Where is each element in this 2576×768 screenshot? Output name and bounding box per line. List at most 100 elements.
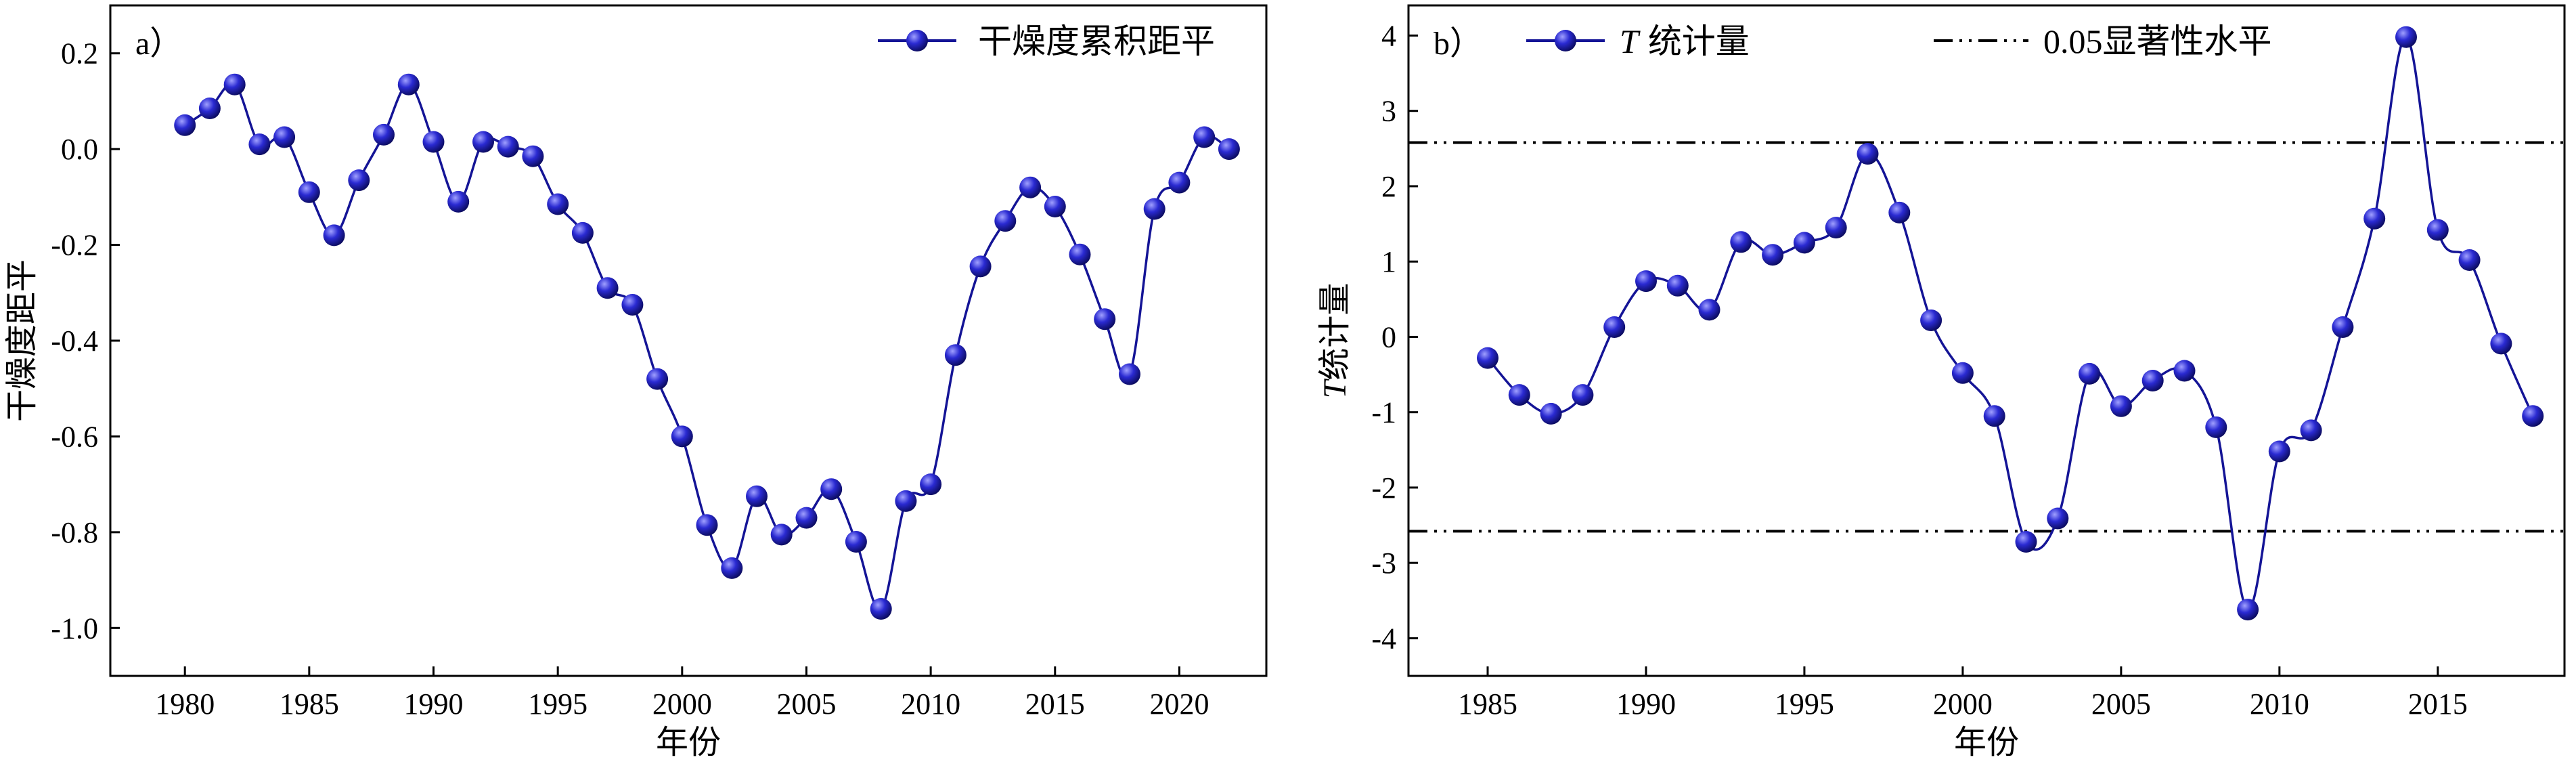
data-point-a <box>1193 126 1216 148</box>
y-tick-label-b: -4 <box>1371 622 1396 655</box>
chart-panel-a: 1980 1985 1990 1995 2000 2005 2010 2015 2020 0.2 0… <box>4 4 1268 761</box>
data-point-a <box>895 490 917 512</box>
data-point-b <box>1762 244 1784 266</box>
y-axis-title-b-rest: 统计量 <box>1317 283 1353 381</box>
x-tick-label-a: 2000 <box>652 687 712 721</box>
data-point-b <box>1635 270 1657 293</box>
x-tick-label-b: 1995 <box>1775 687 1834 721</box>
data-point-a <box>522 145 544 167</box>
data-point-b <box>2332 316 2354 338</box>
data-point-b <box>2458 249 2481 271</box>
y-tick-label-a: -0.4 <box>51 324 98 358</box>
data-point-b <box>1477 347 1498 369</box>
data-point-b <box>1666 274 1689 297</box>
legend-b-label-t-italic: T <box>1620 22 1641 60</box>
data-point-b <box>2173 360 2196 382</box>
data-point-a <box>696 514 718 536</box>
legend-b-label-sig: 0.05显著性水平 <box>2043 22 2272 60</box>
plot-frame-b <box>1407 4 2566 677</box>
y-tick-label-a: 0.2 <box>61 37 98 70</box>
data-point-a <box>547 193 569 215</box>
data-point-a <box>920 473 942 496</box>
data-point-b <box>2205 416 2227 438</box>
data-point-a <box>447 190 470 213</box>
data-point-a <box>198 98 221 119</box>
significance-lines <box>1408 141 2564 533</box>
data-point-b <box>1572 384 1594 406</box>
data-point-a <box>770 524 793 546</box>
data-point-a <box>248 133 271 156</box>
data-point-a <box>373 123 395 146</box>
y-axis-title-b-italic: T <box>1317 378 1353 398</box>
panel-tag-b: b） <box>1434 26 1482 62</box>
data-point-a <box>1094 308 1116 330</box>
panel-tag-a: a） <box>135 26 182 62</box>
data-point-a <box>845 531 867 553</box>
data-point-b <box>2015 531 2037 553</box>
x-tick-label-b: 2010 <box>2250 687 2309 721</box>
chart-panel-b: 1985 1990 1995 2000 2005 2010 2015 4 3 2 1 0 -1 -2 -3 -… <box>1317 4 2566 761</box>
x-axis-title-b: 年份 <box>1954 725 2019 761</box>
data-point-a <box>273 126 296 148</box>
data-point-a <box>870 598 892 620</box>
data-point-b <box>2110 395 2132 417</box>
x-tick-label-a: 2020 <box>1149 687 1209 721</box>
axes-b: 1985 1990 1995 2000 2005 2010 2015 4 3 2 1 0 -1 -2 -3 -… <box>1371 19 2467 721</box>
x-axis-title-a: 年份 <box>656 725 721 761</box>
data-point-a <box>721 557 743 579</box>
legend-b: T 统计量 0.05显著性水平 <box>1526 22 2272 60</box>
legend-b-label-t: T 统计量 <box>1620 22 1750 60</box>
x-tick-label-a: 1995 <box>528 687 587 721</box>
y-tick-label-b: 1 <box>1381 245 1396 278</box>
data-point-b <box>2426 219 2449 241</box>
y-tick-label-a: -0.8 <box>51 516 98 549</box>
series-a <box>174 73 1240 620</box>
x-tick-label-b: 2000 <box>1933 687 1993 721</box>
data-point-a <box>596 277 619 299</box>
data-point-a <box>497 135 519 158</box>
data-point-a <box>422 131 445 153</box>
data-point-b <box>2268 440 2290 463</box>
data-point-b <box>1730 231 1752 253</box>
axes-a: 1980 1985 1990 1995 2000 2005 2010 2015 2020 0.2 0… <box>51 37 1209 721</box>
data-point-b <box>2363 207 2386 230</box>
x-tick-label-a: 2005 <box>776 687 836 721</box>
data-point-b <box>2141 370 2164 391</box>
series-line-b <box>1486 35 2534 611</box>
data-point-b <box>2079 362 2101 385</box>
data-point-b <box>1793 232 1815 254</box>
y-axis-title-a: 干燥度距平 <box>4 259 40 422</box>
series-b <box>1477 26 2544 621</box>
x-tick-label-a: 1980 <box>155 687 215 721</box>
data-point-b <box>1603 316 1626 338</box>
data-point-a <box>472 131 494 153</box>
legend-b-marker <box>1555 30 1576 51</box>
data-point-a <box>1044 196 1066 217</box>
data-point-b <box>1983 405 2005 427</box>
legend-a-marker <box>906 30 928 51</box>
data-point-b <box>1888 201 1911 223</box>
data-point-a <box>571 221 594 244</box>
data-point-a <box>1218 138 1240 161</box>
data-point-a <box>223 73 246 95</box>
legend-a: 干燥度累积距平 <box>878 22 1215 60</box>
y-axis-title-b: T统计量 <box>1317 283 1353 399</box>
data-point-b <box>1857 143 1879 165</box>
x-tick-label-b: 1985 <box>1458 687 1517 721</box>
data-point-b <box>2395 26 2417 48</box>
data-point-a <box>994 210 1017 232</box>
legend-a-label: 干燥度累积距平 <box>978 22 1215 60</box>
data-point-b <box>1951 362 1974 384</box>
y-tick-label-b: 3 <box>1381 95 1396 128</box>
x-tick-label-a: 2010 <box>901 687 960 721</box>
data-point-a <box>944 344 967 366</box>
data-point-b <box>2522 405 2544 427</box>
y-tick-label-b: 0 <box>1381 320 1396 354</box>
data-point-a <box>795 507 818 529</box>
y-tick-label-a: -1.0 <box>51 612 98 645</box>
data-point-a <box>1143 198 1165 220</box>
data-point-a <box>298 181 320 203</box>
data-point-a <box>323 224 345 247</box>
plot-frame-a <box>109 4 1268 677</box>
y-tick-label-b: -3 <box>1371 547 1396 580</box>
